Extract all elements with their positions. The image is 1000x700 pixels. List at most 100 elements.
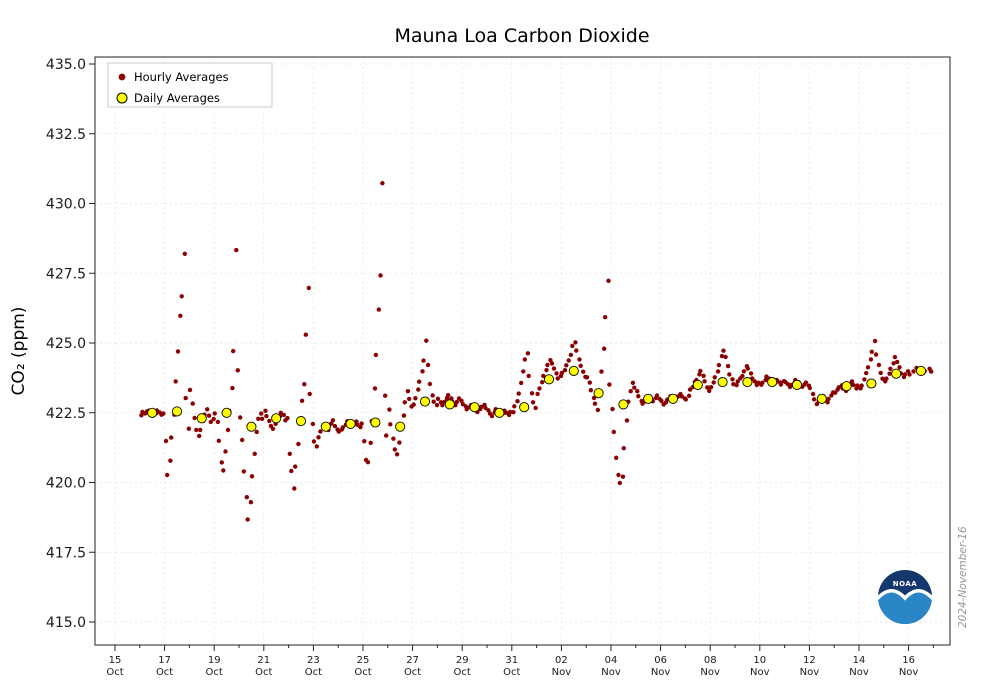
hourly-point <box>254 429 259 435</box>
hourly-point <box>659 398 664 404</box>
gridlines <box>95 57 950 645</box>
hourly-point <box>388 422 393 427</box>
hourly-point <box>178 313 183 318</box>
daily-avg-point <box>147 407 158 418</box>
hourly-point <box>365 460 371 465</box>
hourly-point <box>259 416 265 421</box>
hourly-point <box>245 517 250 522</box>
hourly-point <box>225 427 231 433</box>
hourly-point <box>264 413 269 419</box>
y-tick-label: 422.5 <box>46 406 86 422</box>
hourly-point <box>198 427 203 433</box>
hourly-point <box>235 368 240 373</box>
hourly-point <box>810 391 816 397</box>
hourly-point <box>873 352 879 357</box>
hourly-point <box>407 396 412 402</box>
hourly-point <box>221 468 226 473</box>
x-tick-label: 15 Oct <box>106 655 123 678</box>
hourly-point <box>868 357 874 362</box>
hourly-point <box>697 372 702 377</box>
hourly-point <box>708 385 714 390</box>
hourly-point <box>617 480 622 486</box>
x-tick-label: 27 Oct <box>404 655 421 678</box>
hourly-point <box>285 415 290 421</box>
hourly-point <box>296 441 301 447</box>
daily-avg-point <box>345 418 356 429</box>
hourly-point <box>535 391 540 397</box>
hourly-point <box>372 386 378 391</box>
hourly-point <box>259 411 264 416</box>
hourly-point <box>533 405 538 411</box>
hourly-point <box>864 370 869 376</box>
hourly-point <box>559 370 564 376</box>
hourly-point <box>175 349 181 354</box>
noaa-gull-icon <box>878 589 932 601</box>
hourly-point <box>554 371 559 376</box>
hourly-point <box>895 359 900 365</box>
hourly-point <box>530 400 536 405</box>
legend: Hourly Averages Daily Averages <box>107 62 273 108</box>
hourly-point <box>888 366 893 371</box>
hourly-point <box>287 451 292 456</box>
hourly-point <box>872 338 878 344</box>
hourly-point <box>376 307 381 312</box>
hourly-point <box>555 376 560 381</box>
hourly-point <box>897 365 902 370</box>
hourly-point <box>529 391 535 396</box>
hourly-point <box>234 247 239 253</box>
hourly-point <box>611 429 616 435</box>
hourly-point <box>715 369 721 374</box>
hourly-point <box>405 389 411 394</box>
daily-avg-point <box>543 374 555 385</box>
daily-avg-point <box>915 365 927 376</box>
legend-hourly-label: Hourly Averages <box>134 70 229 84</box>
daily-avg-point <box>593 388 604 399</box>
hourly-point <box>711 380 716 385</box>
hourly-point <box>391 436 396 441</box>
hourly-point <box>519 380 524 386</box>
hourly-point <box>380 181 385 186</box>
x-tick-label: 17 Oct <box>156 655 173 678</box>
daily-avg-point <box>519 402 530 413</box>
hourly-point <box>208 419 213 425</box>
hourly-point <box>392 447 397 452</box>
y-tick-label: 417.5 <box>46 545 86 561</box>
hourly-point <box>568 352 574 358</box>
hourly-point <box>825 400 830 405</box>
x-tick-label: 23 Oct <box>305 655 322 678</box>
hourly-point <box>551 366 557 371</box>
hourly-point <box>230 385 235 391</box>
daily-avg-point <box>395 421 406 432</box>
hourly-point <box>862 377 867 382</box>
hourly-point <box>566 358 571 363</box>
hourly-point <box>244 495 249 500</box>
hourly-point <box>884 376 889 381</box>
x-tick-label: 29 Oct <box>454 655 471 678</box>
hourly-point <box>219 460 224 465</box>
y-tick-label: 432.5 <box>46 127 86 143</box>
hourly-point <box>735 379 740 384</box>
hourly-point <box>173 379 178 384</box>
hourly-point <box>892 354 898 360</box>
hourly-point <box>902 372 908 377</box>
y-tick-label: 425.0 <box>46 336 86 352</box>
hourly-point <box>434 402 440 408</box>
y-tick-label: 435.0 <box>46 57 86 73</box>
hourly-point <box>394 452 400 457</box>
hourly-point <box>705 385 710 390</box>
hourly-point <box>355 422 360 427</box>
hourly-point <box>876 362 882 368</box>
hourly-point <box>303 332 308 337</box>
y-axis-label: CO₂ (ppm) <box>9 307 29 396</box>
hourly-point <box>421 358 426 363</box>
hourly-point <box>602 346 607 351</box>
legend-box <box>107 62 273 108</box>
x-tick-label: 25 Oct <box>354 655 371 678</box>
x-tick-label: 08 Nov <box>700 655 720 678</box>
x-tick-label: 02 Nov <box>552 655 572 678</box>
hourly-point <box>541 373 546 379</box>
hourly-point <box>545 362 550 368</box>
hourly-point <box>540 380 545 385</box>
hourly-point <box>778 382 784 387</box>
hourly-point <box>267 418 272 424</box>
